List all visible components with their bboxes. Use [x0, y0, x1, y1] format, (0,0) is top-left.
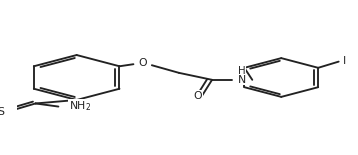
Text: NH$_2$: NH$_2$ [69, 100, 91, 113]
Text: I: I [343, 56, 346, 66]
Text: H: H [238, 66, 246, 76]
Text: O: O [193, 91, 202, 101]
Text: N: N [238, 75, 246, 85]
Text: O: O [139, 58, 147, 68]
Text: S: S [0, 107, 4, 117]
